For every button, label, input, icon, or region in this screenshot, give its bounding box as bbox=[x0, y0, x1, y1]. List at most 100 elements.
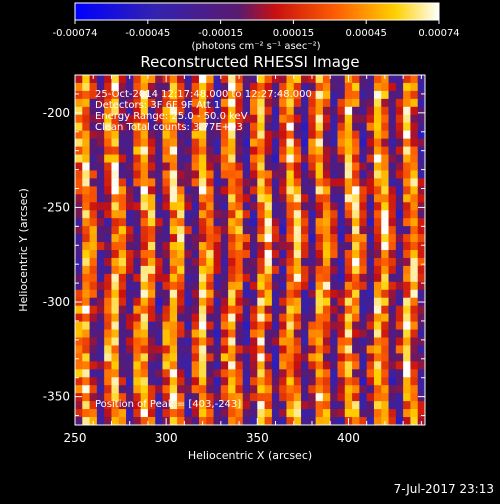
heatmap-cell bbox=[301, 210, 309, 219]
heatmap-cell bbox=[410, 106, 419, 116]
heatmap-cell bbox=[96, 210, 105, 219]
heatmap-cell bbox=[118, 401, 127, 410]
heatmap-cell bbox=[264, 170, 273, 179]
heatmap-cell bbox=[315, 170, 324, 179]
heatmap-cell bbox=[359, 194, 368, 203]
heatmap-cell bbox=[279, 130, 288, 140]
heatmap-cell bbox=[410, 114, 419, 124]
heatmap-cell bbox=[96, 98, 105, 108]
heatmap-cell bbox=[308, 242, 317, 251]
heatmap-cell bbox=[228, 75, 237, 84]
heatmap-cell bbox=[198, 202, 207, 211]
heatmap-cell bbox=[206, 321, 215, 331]
heatmap-cell bbox=[191, 385, 200, 394]
heatmap-cell bbox=[220, 186, 229, 195]
heatmap-cell bbox=[257, 401, 266, 410]
heatmap-cell bbox=[140, 98, 149, 108]
heatmap-cell bbox=[271, 234, 280, 243]
heatmap-cell bbox=[155, 75, 164, 84]
heatmap-cell bbox=[75, 257, 83, 267]
heatmap-cell bbox=[330, 210, 339, 219]
heatmap-cell bbox=[308, 281, 317, 291]
heatmap-cell bbox=[147, 226, 156, 235]
heatmap-cell bbox=[184, 401, 193, 410]
heatmap-cell bbox=[118, 329, 127, 339]
heatmap-cell bbox=[322, 409, 331, 418]
heatmap-cell bbox=[330, 90, 339, 100]
heatmap-cell bbox=[315, 265, 324, 275]
heatmap-cell bbox=[147, 393, 156, 402]
heatmap-cell bbox=[344, 178, 353, 187]
heatmap-cell bbox=[213, 178, 222, 187]
heatmap-cell bbox=[96, 329, 105, 339]
heatmap-cell bbox=[417, 337, 425, 347]
heatmap-cell bbox=[220, 297, 229, 307]
heatmap-cell bbox=[381, 305, 390, 315]
heatmap-cell bbox=[388, 257, 397, 267]
heatmap-cell bbox=[395, 210, 404, 219]
heatmap-cell bbox=[82, 329, 91, 339]
heatmap-cell bbox=[381, 329, 390, 339]
heatmap-cell bbox=[162, 337, 171, 347]
heatmap-cell bbox=[257, 361, 266, 370]
heatmap-cell bbox=[301, 321, 309, 331]
heatmap-cell bbox=[111, 353, 120, 362]
heatmap-cell bbox=[126, 98, 134, 108]
heatmap-cell bbox=[315, 130, 324, 140]
heatmap-cell bbox=[359, 393, 368, 402]
heatmap-cell bbox=[403, 210, 412, 219]
heatmap-cell bbox=[337, 321, 346, 331]
heatmap-cell bbox=[235, 242, 244, 251]
heatmap-cell bbox=[82, 401, 91, 410]
heatmap-cell bbox=[118, 75, 127, 84]
heatmap-cell bbox=[315, 202, 324, 211]
heatmap-cell bbox=[264, 257, 273, 267]
heatmap-cell bbox=[235, 98, 244, 108]
heatmap-cell bbox=[198, 146, 207, 156]
heatmap-cell bbox=[308, 297, 317, 307]
heatmap-cell bbox=[133, 122, 142, 132]
heatmap-cell bbox=[96, 130, 105, 140]
heatmap-cell bbox=[206, 417, 215, 425]
heatmap-cell bbox=[140, 409, 149, 418]
heatmap-cell bbox=[220, 369, 229, 378]
heatmap-cell bbox=[169, 321, 178, 331]
heatmap-cell bbox=[330, 265, 339, 275]
heatmap-cell bbox=[264, 202, 273, 211]
heatmap-cell bbox=[395, 82, 404, 92]
heatmap-cell bbox=[417, 369, 425, 378]
heatmap-cell bbox=[373, 313, 382, 323]
heatmap-cell bbox=[330, 202, 339, 211]
heatmap-cell bbox=[257, 321, 266, 331]
heatmap-cell bbox=[155, 305, 164, 315]
heatmap-cell bbox=[264, 242, 273, 251]
heatmap-cell bbox=[162, 273, 171, 283]
heatmap-cell bbox=[410, 75, 419, 84]
heatmap-cell bbox=[89, 281, 98, 291]
heatmap-cell bbox=[118, 234, 127, 243]
heatmap-cell bbox=[242, 154, 251, 164]
heatmap-cell bbox=[279, 377, 288, 386]
heatmap-cell bbox=[308, 154, 317, 164]
heatmap-cell bbox=[366, 122, 375, 132]
heatmap-cell bbox=[89, 242, 98, 251]
heatmap-cell bbox=[96, 106, 105, 116]
heatmap-cell bbox=[140, 329, 149, 339]
heatmap-cell bbox=[198, 106, 207, 116]
heatmap-cell bbox=[315, 281, 324, 291]
heatmap-cell bbox=[301, 393, 309, 402]
heatmap-cell bbox=[373, 401, 382, 410]
heatmap-cell bbox=[293, 250, 302, 259]
heatmap-cell bbox=[104, 114, 113, 124]
heatmap-cell bbox=[286, 281, 295, 291]
heatmap-cell bbox=[250, 265, 258, 275]
heatmap-cell bbox=[177, 417, 185, 425]
heatmap-cell bbox=[315, 345, 324, 354]
heatmap-cell bbox=[104, 377, 113, 386]
heatmap-cell bbox=[82, 106, 91, 116]
heatmap-cell bbox=[162, 138, 171, 148]
heatmap-cell bbox=[191, 178, 200, 187]
heatmap-cell bbox=[191, 98, 200, 108]
heatmap-cell bbox=[315, 361, 324, 370]
heatmap-cell bbox=[271, 281, 280, 291]
